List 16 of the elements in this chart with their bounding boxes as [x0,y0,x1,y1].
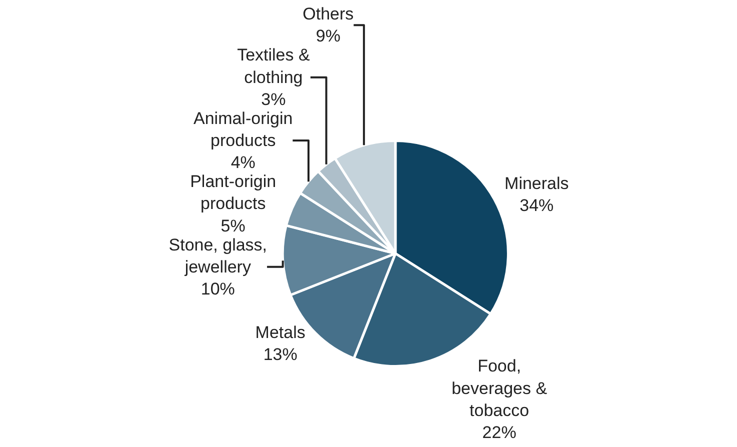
slice-label: Stone, glass, jewellery [168,235,268,276]
slice-label: Animal-origin products [193,108,293,150]
slice-label: Food, beverages & tobacco [452,356,548,420]
data-label: 4% [230,153,256,172]
slice-label: Plant-origin products [190,172,276,214]
slice-label: Minerals [504,174,569,193]
slice-label: Others [302,4,354,24]
data-label: 34% [520,196,554,215]
data-label: 22% [482,423,516,442]
data-label: 9% [316,26,340,46]
slice-label: Metals [255,322,306,342]
data-label: 10% [200,280,235,299]
data-label: 3% [261,90,286,109]
data-label: 5% [220,216,246,236]
slice-label: Textiles & clothing [237,46,310,87]
data-label: 13% [263,345,298,364]
